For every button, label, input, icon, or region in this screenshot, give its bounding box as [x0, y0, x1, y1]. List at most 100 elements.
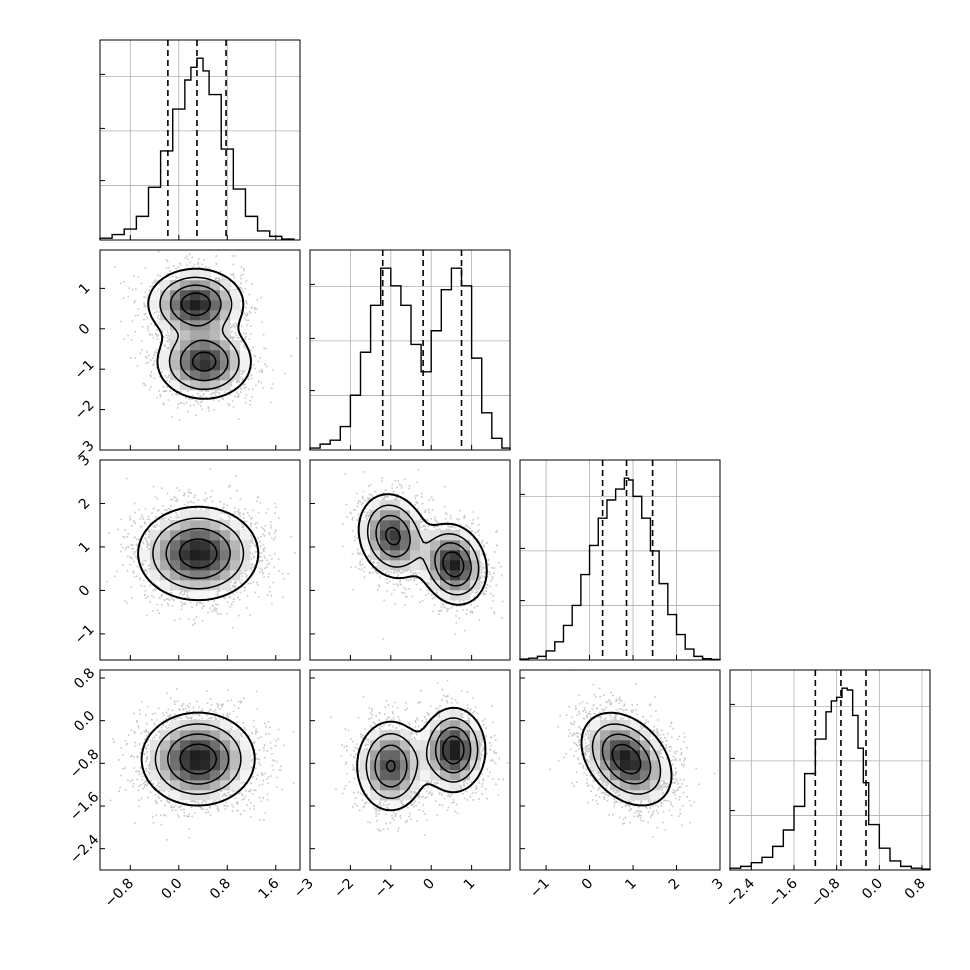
density-cell: [190, 510, 201, 521]
density-cell: [170, 570, 181, 581]
density-cell: [590, 750, 601, 761]
density-cell: [170, 520, 181, 531]
y-tick-label: −2: [72, 397, 98, 423]
density-cell: [170, 720, 181, 731]
density-cell: [220, 580, 231, 591]
density-cell: [200, 550, 211, 561]
density-cell: [430, 570, 441, 581]
density-cell: [190, 540, 201, 551]
density-cell: [410, 560, 421, 571]
panel-frame: [99, 249, 301, 451]
density-cell: [380, 550, 391, 561]
scatter-panel-1-3: [309, 669, 511, 871]
density-cell: [400, 790, 411, 801]
x-tick-label: 0.8: [207, 876, 234, 903]
density-cell: [180, 790, 191, 801]
density-cell: [620, 760, 631, 771]
density-cell: [200, 340, 211, 351]
density-cell: [450, 750, 461, 761]
density-cell: [190, 300, 201, 311]
density-cell: [420, 760, 431, 771]
density-cell: [180, 320, 191, 331]
density-cell: [370, 780, 381, 791]
density-cell: [210, 320, 221, 331]
density-cell: [170, 560, 181, 571]
panel-frame: [99, 669, 301, 871]
density-cell: [220, 290, 231, 301]
density-cell: [220, 780, 231, 791]
density-cell: [450, 760, 461, 771]
density-cell: [180, 550, 191, 561]
density-cell: [180, 570, 191, 581]
y-tick-label: −1: [72, 622, 98, 648]
density-cell: [160, 300, 171, 311]
density-cell: [220, 350, 231, 361]
density-cell: [200, 580, 211, 591]
density-cell: [450, 570, 461, 581]
density-cell: [200, 380, 211, 391]
scatter-panel-0-1: [99, 249, 301, 451]
density-cell: [400, 740, 411, 751]
density-cell: [450, 550, 461, 561]
density-cell: [390, 560, 401, 571]
x-tick-label: 0: [579, 876, 597, 894]
density-cell: [430, 740, 441, 751]
density-cell: [240, 760, 251, 771]
density-cell: [160, 730, 171, 741]
density-cell: [230, 350, 241, 361]
density-cell: [210, 510, 221, 521]
density-cell: [390, 510, 401, 521]
density-cell: [160, 530, 171, 541]
y-tick-label: 1: [76, 280, 94, 298]
density-cell: [370, 520, 381, 531]
y-tick-label: 0: [76, 582, 94, 600]
density-cell: [240, 740, 251, 751]
density-cell: [420, 550, 431, 561]
density-cell: [380, 520, 391, 531]
x-tick-label: 0: [420, 876, 438, 894]
density-cell: [190, 770, 201, 781]
density-cell: [230, 540, 241, 551]
density-cell: [650, 790, 661, 801]
density-cell: [180, 290, 191, 301]
density-cell: [190, 340, 201, 351]
density-cell: [170, 290, 181, 301]
density-cell: [170, 550, 181, 561]
contour-level-0: [356, 706, 487, 812]
density-cell: [160, 550, 171, 561]
density-cell: [200, 560, 211, 571]
density-cell: [170, 280, 181, 291]
density-cell: [630, 720, 641, 731]
density-cell: [440, 570, 451, 581]
density-cell: [630, 770, 641, 781]
density-cell: [380, 750, 391, 761]
density-cell: [200, 770, 211, 781]
density-cell: [630, 750, 641, 761]
contour-level-2: [601, 733, 652, 785]
density-cell: [200, 570, 211, 581]
density-cell: [360, 760, 371, 771]
density-cell: [440, 770, 451, 781]
density-cell: [440, 590, 451, 601]
density-cell: [220, 300, 231, 311]
density-cell: [370, 500, 381, 511]
density-cell: [160, 750, 171, 761]
x-tick-label: −1: [527, 876, 553, 902]
panel-background: [100, 40, 300, 240]
density-cell: [230, 550, 241, 561]
density-cell: [210, 530, 221, 541]
contour-level-2: [167, 733, 230, 785]
density-cell: [430, 750, 441, 761]
density-cell: [590, 740, 601, 751]
density-cell: [420, 560, 431, 571]
density-cell: [160, 770, 171, 781]
density-cell: [220, 740, 231, 751]
density-cell: [230, 530, 241, 541]
density-cell: [180, 750, 191, 761]
density-cell: [460, 570, 471, 581]
density-cell: [640, 750, 651, 761]
contour-level-3: [178, 538, 218, 569]
density-cell: [600, 740, 611, 751]
density-cell: [190, 790, 201, 801]
density-cell: [400, 510, 411, 521]
